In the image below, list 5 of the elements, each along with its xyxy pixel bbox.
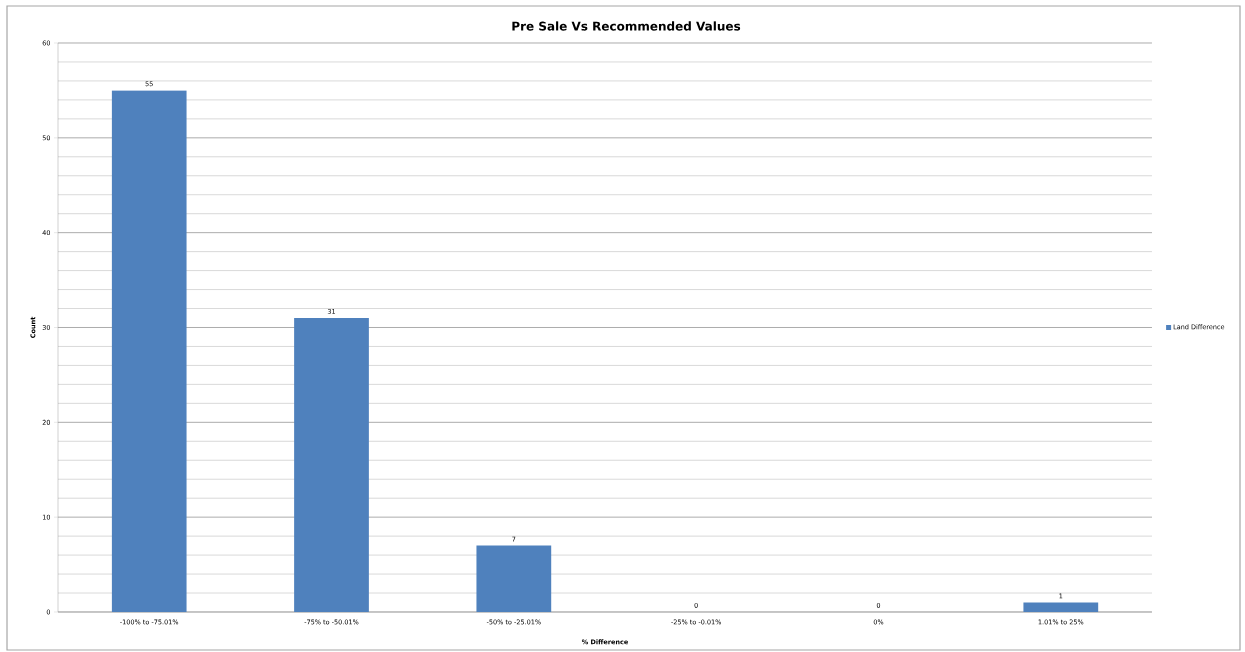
bar	[294, 318, 369, 612]
chart-title: Pre Sale Vs Recommended Values	[512, 21, 741, 31]
bar	[476, 545, 552, 612]
bar	[1023, 602, 1099, 612]
bar	[111, 90, 187, 612]
